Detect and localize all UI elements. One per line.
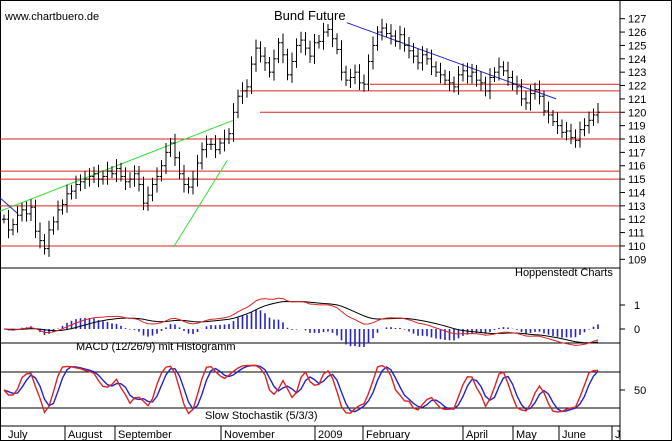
stochastic-panel [0,364,620,415]
price-tick-label-111: 111 [628,228,645,240]
watermark: www.chartbuero.de [4,11,99,23]
x-label-7: May [516,429,537,441]
axes: 1091101111121131141151161171181191201211… [8,14,646,441]
x-label-2: September [118,429,172,441]
price-tick-label-127: 127 [628,14,646,26]
stoch-k-line [3,364,599,415]
stoch-d-line [3,364,599,413]
macd-panel [3,297,599,347]
price-tick-label-123: 123 [628,67,646,79]
price-tick-label-126: 126 [628,27,646,39]
price-tick-label-115: 115 [628,174,646,186]
macd-tick-label-1: 1 [634,300,640,312]
price-tick-label-119: 119 [628,121,646,133]
macd-label: MACD (12/26/9) mit Histogramm [76,341,236,353]
price-panel [0,18,620,257]
chart-title: Bund Future [274,8,346,23]
price-tick-label-118: 118 [628,134,646,146]
price-tick-label-125: 125 [628,40,646,52]
stoch-tick-label-50: 50 [634,385,646,397]
price-tick-label-112: 112 [628,214,646,226]
price-tick-label-121: 121 [628,94,646,106]
price-tick-label-109: 109 [628,254,646,266]
price-tick-label-116: 116 [628,161,646,173]
macd-tick-label-0: 0 [634,324,640,336]
price-tick-label-117: 117 [628,147,646,159]
price-tick-label-124: 124 [628,54,646,66]
price-tick-label-114: 114 [628,187,646,199]
x-label-9: J [615,429,621,441]
stochastic-label: Slow Stochastik (5/3/3) [205,410,318,422]
price-tick-label-120: 120 [628,107,646,119]
left-trend-segment [0,197,19,215]
x-label-4: 2009 [318,429,342,441]
lower-channel-line [172,160,228,248]
x-label-5: February [366,429,411,441]
source-label: Hoppenstedt Charts [515,267,613,279]
price-tick-label-113: 113 [628,201,646,213]
x-label-6: April [466,429,488,441]
macd-line [3,297,599,346]
x-label-8: June [562,429,586,441]
price-tick-label-122: 122 [628,81,646,93]
x-label-3: November [224,429,275,441]
x-label-0: July [8,429,28,441]
price-tick-label-110: 110 [628,241,646,253]
x-label-1: August [68,429,102,441]
